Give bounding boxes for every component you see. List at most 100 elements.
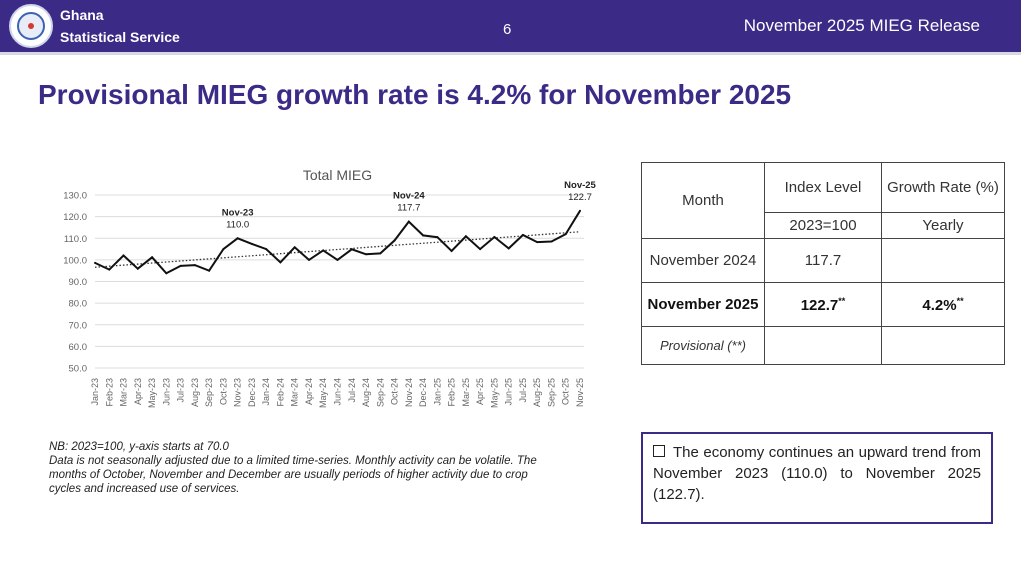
annotation-value: 117.7 (397, 203, 420, 214)
data-point (336, 258, 339, 261)
index-value: 122.7 (800, 296, 839, 314)
data-point (222, 248, 225, 251)
org-name-line1: Ghana (60, 7, 104, 23)
table-cell-growth (881, 326, 1005, 365)
checkbox-bullet-icon (653, 445, 665, 457)
x-tick-label: Feb-24 (275, 378, 285, 407)
data-point (307, 258, 310, 261)
data-point (564, 233, 567, 236)
data-point (136, 267, 139, 270)
x-tick-label: Sep-23 (204, 378, 214, 407)
data-point (208, 269, 211, 272)
x-tick-label: Jan-23 (90, 378, 100, 406)
y-tick-label: 110.0 (64, 234, 87, 245)
callout-box: The economy continues an upward trend fr… (641, 432, 993, 524)
data-point (193, 264, 196, 267)
table-cell-month: November 2024 (641, 238, 765, 283)
x-tick-label: Mar-24 (290, 378, 300, 407)
provisional-marker: ** (956, 295, 964, 306)
x-tick-label: Mar-25 (461, 378, 471, 407)
table-cell-index (764, 326, 882, 365)
trendline (94, 231, 581, 268)
x-tick-label: Aug-24 (361, 378, 371, 407)
table-header-yearly: Yearly (881, 212, 1005, 239)
notes-seasonality-text: Data is not seasonally adjusted due to a… (49, 455, 537, 495)
header-bar: Ghana Statistical Service 6 November 202… (0, 0, 1021, 52)
data-point (393, 239, 396, 242)
table-header-growth-rate: Growth Rate (%) (881, 162, 1005, 213)
gss-logo (9, 4, 53, 48)
data-point (493, 235, 496, 238)
data-point (236, 237, 239, 240)
y-tick-label: 70.0 (69, 320, 88, 331)
series-line-total-mieg (94, 210, 581, 275)
x-tick-label: Jun-23 (161, 378, 171, 406)
chart-title: Total MIEG (303, 167, 372, 183)
table-cell-index: 122.7** (764, 282, 882, 327)
page-number: 6 (503, 21, 512, 38)
header-divider (0, 52, 1021, 55)
logo-emblem-icon (17, 12, 45, 40)
annotation-value: 122.7 (568, 192, 592, 203)
annotation-label: Nov-23 (222, 207, 254, 218)
y-tick-label: 130.0 (63, 191, 87, 202)
y-tick-label: 80.0 (69, 299, 88, 310)
annotation-label: Nov-24 (393, 191, 425, 202)
x-tick-label: Mar-23 (119, 378, 129, 407)
x-tick-label: Apr-23 (133, 378, 143, 405)
data-point (322, 249, 325, 252)
data-point (350, 248, 353, 251)
org-name-line2: Statistical Service (60, 29, 180, 45)
data-point (536, 241, 539, 244)
table-cell-growth (881, 238, 1005, 283)
x-tick-label: Sep-25 (546, 378, 556, 407)
x-tick-label: Aug-25 (532, 378, 542, 407)
y-tick-label: 100.0 (63, 255, 87, 266)
table-row: November 2025 122.7** 4.2%** (641, 282, 1005, 327)
data-point (94, 261, 96, 264)
x-tick-label: Sep-24 (375, 378, 385, 407)
x-tick-label: Jan-25 (432, 378, 442, 406)
data-point (250, 242, 253, 245)
callout-text: The economy continues an upward trend fr… (653, 444, 981, 503)
annotation-label: Nov-25 (564, 180, 596, 191)
data-point (365, 253, 368, 256)
data-point (279, 261, 282, 264)
data-point (108, 268, 111, 271)
data-point (550, 240, 553, 243)
table-cell-index: 117.7 (764, 238, 882, 283)
table-cell-provisional-note: Provisional (**) (641, 326, 765, 365)
table-row: Provisional (**) (641, 326, 1005, 365)
x-tick-label: Dec-23 (247, 378, 257, 407)
x-tick-label: May-24 (318, 378, 328, 408)
x-tick-label: Dec-24 (418, 378, 428, 407)
data-point (579, 209, 581, 212)
chart-notes: NB: 2023=100, y-axis starts at 70.0 Data… (49, 440, 549, 496)
x-tick-label: Jun-25 (504, 378, 514, 406)
data-point (450, 250, 453, 253)
data-point (165, 272, 168, 275)
release-title: November 2025 MIEG Release (743, 16, 980, 35)
data-point (436, 236, 439, 239)
provisional-marker: ** (838, 295, 846, 306)
x-tick-label: May-23 (147, 378, 157, 408)
table-header-base-year: 2023=100 (764, 212, 882, 239)
data-point (293, 246, 296, 249)
x-tick-label: Oct-24 (390, 378, 400, 405)
table-header-month: Month (641, 162, 765, 239)
data-point (407, 220, 410, 223)
data-point (179, 264, 182, 267)
data-point (122, 254, 125, 257)
x-tick-label: Feb-23 (104, 378, 114, 407)
data-point (151, 256, 154, 259)
x-tick-label: Aug-23 (190, 378, 200, 407)
x-tick-label: Jul-24 (347, 378, 357, 403)
x-tick-label: Nov-23 (233, 378, 243, 407)
x-tick-label: Jan-24 (261, 378, 271, 406)
table-row: November 2024 117.7 (641, 238, 1005, 283)
mieg-line-chart: Total MIEG 50.0 60.0 70.0 80.0 90.0 100.0 110.0… (63, 167, 596, 408)
x-tick-label: Apr-25 (475, 378, 485, 405)
x-tick-label: Oct-23 (218, 378, 228, 405)
x-tick-label: May-25 (489, 378, 499, 408)
table-header-index-level: Index Level (764, 162, 882, 213)
